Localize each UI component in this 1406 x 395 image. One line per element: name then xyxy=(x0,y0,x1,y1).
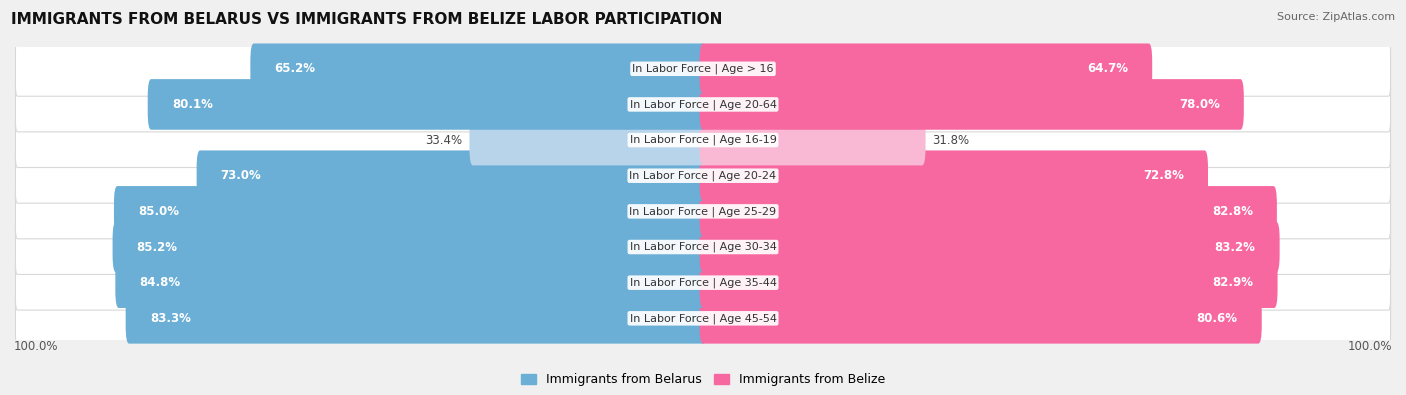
FancyBboxPatch shape xyxy=(700,115,925,166)
FancyBboxPatch shape xyxy=(700,150,1208,201)
Text: In Labor Force | Age 20-24: In Labor Force | Age 20-24 xyxy=(630,171,776,181)
Text: 72.8%: 72.8% xyxy=(1143,169,1184,182)
FancyBboxPatch shape xyxy=(700,258,1278,308)
FancyBboxPatch shape xyxy=(15,113,1391,167)
FancyBboxPatch shape xyxy=(125,293,706,344)
FancyBboxPatch shape xyxy=(15,220,1391,275)
FancyBboxPatch shape xyxy=(112,222,706,272)
FancyBboxPatch shape xyxy=(700,43,1152,94)
FancyBboxPatch shape xyxy=(700,222,1279,272)
Text: 73.0%: 73.0% xyxy=(221,169,262,182)
Text: Source: ZipAtlas.com: Source: ZipAtlas.com xyxy=(1277,12,1395,22)
Legend: Immigrants from Belarus, Immigrants from Belize: Immigrants from Belarus, Immigrants from… xyxy=(520,373,886,386)
Text: IMMIGRANTS FROM BELARUS VS IMMIGRANTS FROM BELIZE LABOR PARTICIPATION: IMMIGRANTS FROM BELARUS VS IMMIGRANTS FR… xyxy=(11,12,723,27)
FancyBboxPatch shape xyxy=(15,255,1391,310)
FancyBboxPatch shape xyxy=(197,150,706,201)
Text: In Labor Force | Age 30-34: In Labor Force | Age 30-34 xyxy=(630,242,776,252)
FancyBboxPatch shape xyxy=(250,43,706,94)
Text: 33.4%: 33.4% xyxy=(426,134,463,147)
Text: 65.2%: 65.2% xyxy=(274,62,315,75)
Text: 85.2%: 85.2% xyxy=(136,241,177,254)
Text: 31.8%: 31.8% xyxy=(932,134,970,147)
Text: 80.6%: 80.6% xyxy=(1197,312,1237,325)
Text: 84.8%: 84.8% xyxy=(139,276,180,289)
FancyBboxPatch shape xyxy=(470,115,706,166)
FancyBboxPatch shape xyxy=(148,79,706,130)
Text: In Labor Force | Age > 16: In Labor Force | Age > 16 xyxy=(633,64,773,74)
FancyBboxPatch shape xyxy=(115,258,706,308)
Text: 83.3%: 83.3% xyxy=(150,312,191,325)
Text: 82.9%: 82.9% xyxy=(1212,276,1254,289)
Text: In Labor Force | Age 25-29: In Labor Force | Age 25-29 xyxy=(630,206,776,216)
Text: 83.2%: 83.2% xyxy=(1215,241,1256,254)
Text: 64.7%: 64.7% xyxy=(1087,62,1128,75)
FancyBboxPatch shape xyxy=(700,293,1261,344)
Text: 82.8%: 82.8% xyxy=(1212,205,1253,218)
Text: 80.1%: 80.1% xyxy=(172,98,212,111)
FancyBboxPatch shape xyxy=(15,41,1391,96)
Text: 85.0%: 85.0% xyxy=(138,205,179,218)
Text: 100.0%: 100.0% xyxy=(14,340,59,354)
FancyBboxPatch shape xyxy=(15,77,1391,132)
FancyBboxPatch shape xyxy=(15,148,1391,203)
Text: 100.0%: 100.0% xyxy=(1347,340,1392,354)
FancyBboxPatch shape xyxy=(114,186,706,237)
Text: In Labor Force | Age 35-44: In Labor Force | Age 35-44 xyxy=(630,277,776,288)
Text: 78.0%: 78.0% xyxy=(1178,98,1219,111)
FancyBboxPatch shape xyxy=(15,184,1391,239)
FancyBboxPatch shape xyxy=(700,186,1277,237)
FancyBboxPatch shape xyxy=(15,291,1391,346)
FancyBboxPatch shape xyxy=(700,79,1244,130)
Text: In Labor Force | Age 45-54: In Labor Force | Age 45-54 xyxy=(630,313,776,324)
Text: In Labor Force | Age 20-64: In Labor Force | Age 20-64 xyxy=(630,99,776,110)
Text: In Labor Force | Age 16-19: In Labor Force | Age 16-19 xyxy=(630,135,776,145)
